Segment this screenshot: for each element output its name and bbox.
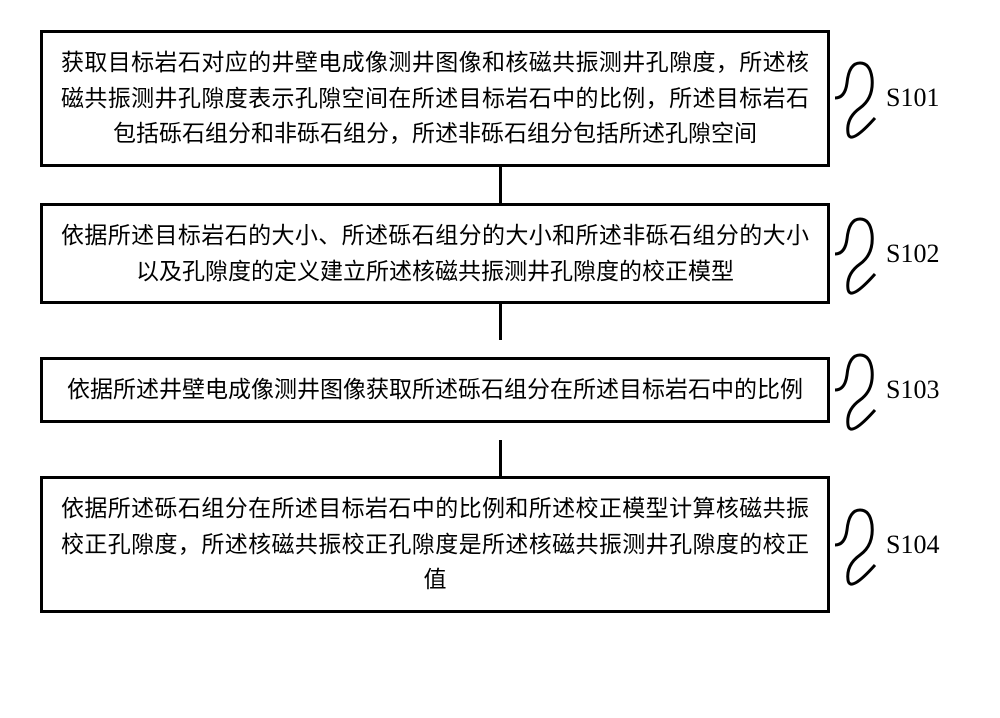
- flow-connector: [499, 167, 502, 203]
- flow-step: 依据所述目标岩石的大小、所述砾石组分的大小和所述非砾石组分的大小以及孔隙度的定义…: [40, 203, 960, 304]
- curly-brace-icon: [830, 340, 880, 440]
- flow-step: 依据所述砾石组分在所述目标岩石中的比例和所述校正模型计算核磁共振校正孔隙度，所述…: [40, 476, 960, 613]
- step-id-label: S101: [886, 83, 939, 113]
- step-id-label: S103: [886, 375, 939, 405]
- step-box-2: 依据所述目标岩石的大小、所述砾石组分的大小和所述非砾石组分的大小以及孔隙度的定义…: [40, 203, 830, 304]
- connector-wrap: [105, 304, 895, 340]
- step-box-3: 依据所述井壁电成像测井图像获取所述砾石组分在所述目标岩石中的比例: [40, 357, 830, 423]
- curly-brace-icon: [830, 48, 880, 148]
- step-label-cell: S104: [830, 495, 939, 595]
- flow-step: 获取目标岩石对应的井壁电成像测井图像和核磁共振测井孔隙度，所述核磁共振测井孔隙度…: [40, 30, 960, 167]
- step-text: 依据所述井壁电成像测井图像获取所述砾石组分在所述目标岩石中的比例: [67, 377, 803, 402]
- connector-wrap: [105, 167, 895, 203]
- flow-connector: [499, 440, 502, 476]
- step-text: 依据所述目标岩石的大小、所述砾石组分的大小和所述非砾石组分的大小以及孔隙度的定义…: [61, 223, 809, 284]
- step-text: 依据所述砾石组分在所述目标岩石中的比例和所述校正模型计算核磁共振校正孔隙度，所述…: [61, 496, 809, 592]
- flow-step: 依据所述井壁电成像测井图像获取所述砾石组分在所述目标岩石中的比例 S103: [40, 340, 960, 440]
- step-label-cell: S101: [830, 48, 939, 148]
- curly-brace-icon: [830, 204, 880, 304]
- step-text: 获取目标岩石对应的井壁电成像测井图像和核磁共振测井孔隙度，所述核磁共振测井孔隙度…: [61, 50, 809, 146]
- connector-wrap: [105, 440, 895, 476]
- step-box-1: 获取目标岩石对应的井壁电成像测井图像和核磁共振测井孔隙度，所述核磁共振测井孔隙度…: [40, 30, 830, 167]
- step-label-cell: S103: [830, 340, 939, 440]
- flow-connector: [499, 304, 502, 340]
- curly-brace-icon: [830, 495, 880, 595]
- step-label-cell: S102: [830, 204, 939, 304]
- step-id-label: S102: [886, 239, 939, 269]
- flowchart-container: 获取目标岩石对应的井壁电成像测井图像和核磁共振测井孔隙度，所述核磁共振测井孔隙度…: [40, 30, 960, 613]
- step-box-4: 依据所述砾石组分在所述目标岩石中的比例和所述校正模型计算核磁共振校正孔隙度，所述…: [40, 476, 830, 613]
- step-id-label: S104: [886, 530, 939, 560]
